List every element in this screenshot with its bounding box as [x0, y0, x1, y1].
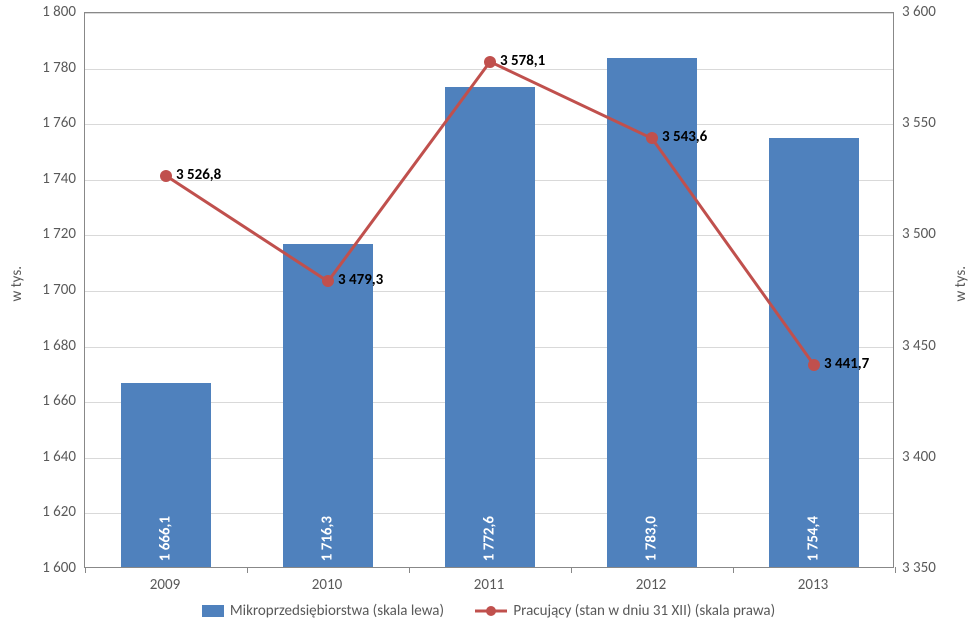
line-value-label: 3 479,3	[338, 271, 383, 289]
bar-swatch-icon	[202, 605, 224, 617]
y-left-tick: 1 640	[24, 448, 76, 466]
legend: Mikroprzedsiębiorstwa (skala lewa) Pracu…	[0, 602, 977, 622]
y-right-tick: 3 600	[902, 3, 936, 21]
x-tick-mark	[85, 567, 86, 573]
line-swatch-icon	[475, 605, 507, 617]
legend-line-label: Pracujący (stan w dniu 31 XII) (skala pr…	[513, 602, 775, 620]
y-left-tick: 1 780	[24, 59, 76, 77]
y-right-tick: 3 450	[902, 337, 936, 355]
y-left-tick: 1 680	[24, 337, 76, 355]
y-left-tick: 1 700	[24, 281, 76, 299]
y-left-tick: 1 760	[24, 114, 76, 132]
legend-bar-label: Mikroprzedsiębiorstwa (skala lewa)	[230, 602, 444, 620]
x-category-label: 2010	[246, 576, 408, 594]
y-left-tick: 1 660	[24, 392, 76, 410]
x-category-label: 2012	[570, 576, 732, 594]
x-category-label: 2011	[408, 576, 570, 594]
line-value-label: 3 441,7	[824, 355, 869, 373]
line-marker	[322, 275, 334, 287]
y-right-tick: 3 350	[902, 559, 936, 577]
y-right-tick: 3 400	[902, 448, 936, 466]
y-left-tick: 1 800	[24, 3, 76, 21]
line-value-label: 3 543,6	[662, 128, 707, 146]
x-category-label: 2013	[732, 576, 894, 594]
x-tick-mark	[895, 567, 896, 573]
line-value-label: 3 526,8	[176, 166, 221, 184]
y-left-tick: 1 620	[24, 503, 76, 521]
legend-item-bar: Mikroprzedsiębiorstwa (skala lewa)	[202, 602, 444, 620]
chart-container: 1 666,11 716,31 772,61 783,01 754,43 526…	[0, 0, 977, 638]
line-series	[85, 13, 893, 567]
line-marker	[646, 132, 658, 144]
y-right-tick: 3 550	[902, 114, 936, 132]
line-marker	[484, 56, 496, 68]
line-marker	[160, 170, 172, 182]
line-marker	[808, 359, 820, 371]
y-right-tick: 3 500	[902, 225, 936, 243]
x-tick-mark	[571, 567, 572, 573]
y-left-tick: 1 600	[24, 559, 76, 577]
y-axis-right-title: w tys.	[952, 266, 970, 301]
x-category-label: 2009	[84, 576, 246, 594]
plot-area: 1 666,11 716,31 772,61 783,01 754,43 526…	[84, 12, 894, 568]
y-left-tick: 1 740	[24, 170, 76, 188]
y-left-tick: 1 720	[24, 225, 76, 243]
legend-item-line: Pracujący (stan w dniu 31 XII) (skala pr…	[475, 602, 775, 620]
x-tick-mark	[409, 567, 410, 573]
x-tick-mark	[733, 567, 734, 573]
x-tick-mark	[247, 567, 248, 573]
line-value-label: 3 578,1	[500, 52, 545, 70]
